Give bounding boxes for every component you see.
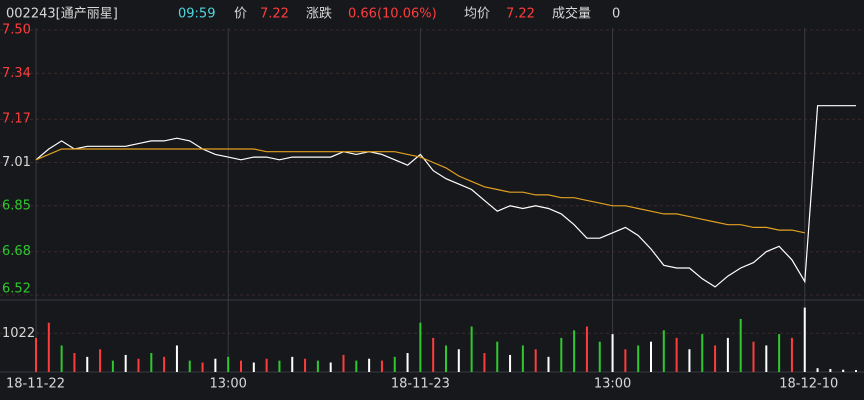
line-0 xyxy=(35,105,856,288)
x-tick-label: 18-11-23 xyxy=(391,377,450,392)
y-tick-label: 7.34 xyxy=(2,66,31,81)
volume-bar xyxy=(752,341,755,372)
volume-bar xyxy=(86,356,89,372)
volume-bar xyxy=(60,345,63,372)
volume-bar xyxy=(150,353,153,372)
y-tick-label: 6.68 xyxy=(2,244,31,259)
volume-bar xyxy=(368,358,371,372)
x-tick-label: 13:00 xyxy=(209,377,246,392)
volume-bar xyxy=(124,354,127,372)
volume-bar xyxy=(175,345,178,372)
volume-label: 成交量 xyxy=(552,6,591,22)
volume-bar xyxy=(739,318,742,372)
volume-bar xyxy=(611,334,614,372)
price: 7.22 xyxy=(260,7,289,22)
volume-bar xyxy=(598,341,601,372)
volume-bar xyxy=(726,337,729,372)
volume-bar xyxy=(790,337,793,372)
volume-bar xyxy=(521,345,524,372)
volume-bar xyxy=(214,358,217,372)
volume-bar xyxy=(419,322,422,372)
volume-bar xyxy=(534,349,537,372)
volume-bar xyxy=(316,360,319,372)
volume-bar xyxy=(432,337,435,372)
change-label: 涨跌 xyxy=(306,6,332,22)
time: 09:59 xyxy=(178,7,215,22)
volume-bar xyxy=(585,326,588,372)
y-tick-label: 6.85 xyxy=(2,198,31,213)
volume-bar xyxy=(47,322,50,372)
volume-bar xyxy=(99,349,102,372)
volume-bar xyxy=(778,334,781,372)
volume-bar xyxy=(278,360,281,372)
volume-bar xyxy=(855,370,857,372)
volume-bar xyxy=(470,326,473,372)
volume-tick-label: 1022 xyxy=(2,326,35,341)
volume-bar xyxy=(675,337,678,372)
x-tick-label: 13:00 xyxy=(594,377,631,392)
volume-bar xyxy=(380,360,383,372)
volume-bar xyxy=(547,356,550,372)
volume-bar xyxy=(765,345,768,372)
y-tick-label: 7.50 xyxy=(2,23,31,38)
volume-bar xyxy=(483,353,486,372)
volume-bar xyxy=(393,356,396,372)
volume-bar xyxy=(445,345,447,372)
volume-bar xyxy=(650,341,652,372)
volume-bar xyxy=(304,358,307,372)
volume-bar xyxy=(624,349,627,372)
volume-bar xyxy=(688,349,691,372)
volume-bar xyxy=(509,354,512,372)
volume-bar xyxy=(560,337,563,372)
volume-bar xyxy=(842,369,845,372)
x-tick-label: 18-12-10 xyxy=(779,377,838,392)
avg-label: 均价 xyxy=(464,7,490,22)
volume-bar xyxy=(201,362,204,372)
volume-bar xyxy=(73,353,76,372)
y-tick-label: 6.52 xyxy=(2,282,31,297)
volume-bar xyxy=(355,360,358,372)
volume-bar xyxy=(637,345,640,372)
volume-bar xyxy=(803,307,806,372)
volume-bar xyxy=(573,330,576,372)
x-tick-label: 18-11-22 xyxy=(6,377,65,392)
volume-bar xyxy=(662,330,665,372)
volume-bar xyxy=(816,368,819,372)
volume-bar xyxy=(252,362,255,372)
volume-bar xyxy=(701,334,704,372)
volume-bar xyxy=(457,349,460,372)
volume-bar xyxy=(714,345,717,372)
volume-bar xyxy=(35,337,37,372)
volume-bar xyxy=(240,360,242,372)
y-tick-label: 7.01 xyxy=(2,155,31,170)
volume: 0 xyxy=(612,7,620,22)
volume-bar xyxy=(111,360,114,372)
volume-bar xyxy=(829,368,832,372)
volume-bar xyxy=(265,358,268,372)
line-1 xyxy=(35,148,805,234)
price-label: 价 xyxy=(234,7,247,22)
volume-bar xyxy=(496,341,499,372)
volume-bar xyxy=(291,356,294,372)
volume-bar xyxy=(329,362,332,372)
volume-bar xyxy=(406,353,409,372)
y-tick-label: 7.17 xyxy=(2,112,31,127)
volume-bar xyxy=(137,358,140,372)
volume-bar xyxy=(227,356,230,372)
volume-bar xyxy=(188,360,191,372)
volume-bar xyxy=(342,354,345,372)
code: 002243[通产丽星] xyxy=(6,7,118,22)
change: 0.66(10.06%) xyxy=(348,7,437,22)
volume-bar xyxy=(163,356,166,372)
avg: 7.22 xyxy=(506,7,535,22)
